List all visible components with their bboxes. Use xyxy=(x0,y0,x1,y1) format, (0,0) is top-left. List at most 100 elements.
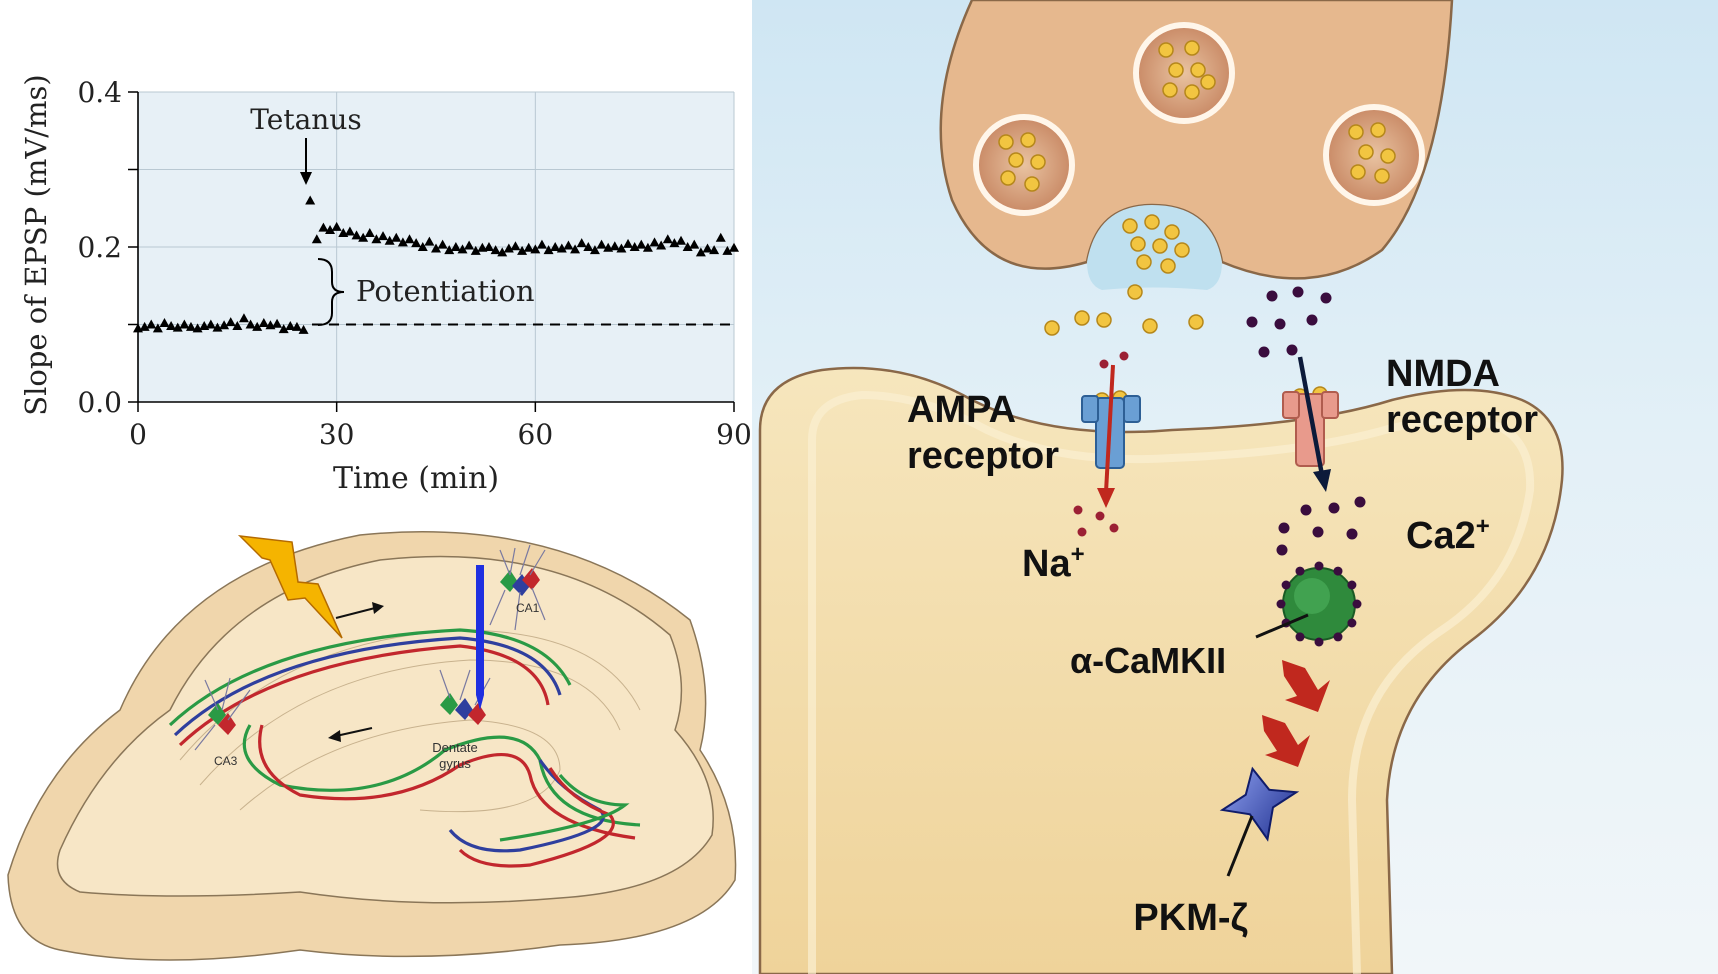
glutamate-molecule xyxy=(1044,320,1060,336)
y-tick-label: 0.4 xyxy=(77,76,122,109)
data-point-triangle xyxy=(550,242,561,251)
nmda-receptor-subunit xyxy=(1282,391,1300,419)
data-point-triangle xyxy=(722,245,733,255)
bound-calcium-ion xyxy=(1347,580,1357,590)
axis-ticks xyxy=(128,91,735,412)
cascade-arrow xyxy=(1262,715,1310,767)
data-point-triangle xyxy=(272,318,283,328)
calcium-influx-arrow xyxy=(1297,356,1325,476)
data-point-triangle xyxy=(252,321,263,331)
camkii-label: α-CaMKII xyxy=(1070,640,1226,681)
glutamate-molecule xyxy=(1184,84,1200,100)
data-point-triangle xyxy=(656,240,667,250)
glutamate-molecule xyxy=(1160,258,1176,274)
nmda-receptor-subunit xyxy=(1321,391,1339,419)
data-point-triangle xyxy=(192,323,203,333)
neurons xyxy=(208,568,540,735)
data-point-triangle xyxy=(596,239,607,249)
data-point-triangle xyxy=(404,234,415,244)
data-point-triangle xyxy=(649,237,660,247)
sodium-influx-arrow xyxy=(1104,364,1115,493)
data-point-triangle xyxy=(563,240,574,250)
data-point-triangle xyxy=(212,322,223,332)
data-point-triangle xyxy=(417,242,428,251)
glutamate-molecule xyxy=(1370,122,1386,138)
data-point-triangle xyxy=(219,320,230,330)
sodium-symbol: Na xyxy=(1022,543,1071,585)
glutamate-molecule xyxy=(1008,152,1024,168)
data-point-triangle xyxy=(384,235,395,245)
data-point-triangle xyxy=(623,238,634,248)
red-pathway xyxy=(178,644,550,747)
ltp-scatter-chart: 0.00.20.4 0 30 60 90 Slope of EPSP (mV/ms) … xyxy=(19,74,752,496)
data-point-triangle xyxy=(318,222,329,232)
camkii-highlight xyxy=(1294,578,1330,614)
data-point-triangle xyxy=(464,240,475,250)
direction-arrow xyxy=(335,607,376,619)
glutamate-molecule xyxy=(1168,62,1184,78)
sodium-ion xyxy=(1073,505,1083,515)
glutamate-molecule xyxy=(1190,62,1206,78)
recording-electrode xyxy=(476,565,484,695)
data-point-triangle xyxy=(331,221,342,231)
sodium-ion xyxy=(1099,359,1109,369)
glutamate-molecule xyxy=(1074,310,1090,326)
glutamate-molecule xyxy=(1136,254,1152,270)
glutamate-molecule xyxy=(1152,238,1168,254)
nmda-label-line2: receptor xyxy=(1386,399,1538,441)
y-tick-label: 0.0 xyxy=(77,386,122,419)
data-point-triangle xyxy=(715,232,726,242)
glutamate-molecule xyxy=(1096,312,1112,328)
data-point-triangle xyxy=(152,323,163,333)
data-point-triangle xyxy=(709,245,720,255)
synaptic-vesicle xyxy=(1323,104,1425,206)
data-point-triangle xyxy=(689,239,700,249)
red-mossy-fiber xyxy=(258,724,636,840)
calcium-ion xyxy=(1346,528,1358,540)
data-point-triangle xyxy=(510,241,521,251)
sodium-charge: + xyxy=(1071,541,1085,568)
data-point-triangle xyxy=(583,242,594,251)
data-point-triangle xyxy=(378,231,389,241)
bound-calcium-ion xyxy=(1314,637,1324,647)
hippocampus-panel: CA1 CA3 Dentate gyrus xyxy=(0,520,752,974)
data-point-triangle xyxy=(503,243,514,253)
ampa-label-line1: AMPA xyxy=(907,389,1016,431)
data-point-triangle xyxy=(629,242,640,251)
calcium-ion xyxy=(1258,346,1270,358)
data-point-triangle xyxy=(636,239,647,249)
ampa-receptor-subunit xyxy=(1123,395,1141,423)
calcium-ion xyxy=(1274,318,1286,330)
glutamate-molecule xyxy=(1174,242,1190,258)
data-point-triangle xyxy=(278,324,289,334)
data-point-triangle xyxy=(325,224,336,234)
glutamate-molecule xyxy=(1024,176,1040,192)
bound-calcium-ion xyxy=(1295,566,1305,576)
data-point-triangle xyxy=(159,317,170,327)
glutamate-molecule xyxy=(1374,168,1390,184)
calcium-ion xyxy=(1312,526,1324,538)
dentate-label-line1: Dentate xyxy=(432,740,478,755)
data-point-triangle xyxy=(291,321,302,331)
data-point-triangle xyxy=(358,232,369,242)
synapse-panel: AMPA receptor NMDA receptor Na+ Ca2+ α-C… xyxy=(752,0,1718,974)
glutamate-molecule xyxy=(1164,224,1180,240)
ca3-dendrite xyxy=(194,677,251,751)
neural-pathways xyxy=(168,628,641,868)
data-point-triangle xyxy=(166,321,177,331)
data-point-triangle xyxy=(483,242,494,251)
tetanus-annotation: Tetanus xyxy=(250,103,361,136)
data-point-triangle xyxy=(570,244,581,254)
data-point-triangle xyxy=(609,241,620,251)
direction-arrow-head xyxy=(328,730,341,742)
calcium-ion xyxy=(1276,544,1288,556)
calcium-ion xyxy=(1320,292,1332,304)
data-point-triangle xyxy=(682,242,693,251)
data-point-triangle xyxy=(470,245,481,255)
cascade-arrow xyxy=(1282,660,1330,712)
sodium-ion xyxy=(1077,527,1087,537)
data-point-triangle xyxy=(729,242,739,252)
data-point-triangle xyxy=(490,245,501,255)
synaptic-vesicle xyxy=(973,114,1075,216)
green-perforant-path xyxy=(499,773,630,842)
